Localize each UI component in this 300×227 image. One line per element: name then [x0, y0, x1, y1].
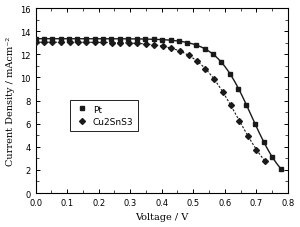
- Pt: [245, 104, 248, 107]
- Pt: [118, 38, 122, 41]
- Cu2SnS3: [195, 60, 199, 63]
- X-axis label: Voltage / V: Voltage / V: [135, 212, 188, 222]
- Cu2SnS3: [84, 42, 88, 44]
- Line: Cu2SnS3: Cu2SnS3: [34, 41, 267, 164]
- Cu2SnS3: [178, 51, 182, 53]
- Cu2SnS3: [161, 46, 164, 48]
- Pt: [237, 88, 240, 91]
- Pt: [271, 156, 274, 159]
- Cu2SnS3: [221, 91, 224, 94]
- Cu2SnS3: [144, 43, 148, 46]
- Pt: [262, 141, 266, 143]
- Pt: [186, 42, 189, 45]
- Line: Pt: Pt: [34, 37, 283, 171]
- Cu2SnS3: [110, 42, 114, 45]
- Cu2SnS3: [229, 104, 232, 107]
- Cu2SnS3: [169, 48, 173, 50]
- Cu2SnS3: [263, 160, 267, 163]
- Cu2SnS3: [237, 120, 241, 122]
- Cu2SnS3: [127, 42, 130, 45]
- Cu2SnS3: [68, 42, 71, 44]
- Pt: [160, 39, 164, 42]
- Cu2SnS3: [42, 42, 46, 44]
- Cu2SnS3: [102, 42, 105, 44]
- Pt: [110, 38, 113, 41]
- Pt: [42, 38, 45, 41]
- Pt: [59, 38, 63, 41]
- Pt: [194, 44, 198, 47]
- Pt: [169, 40, 172, 42]
- Cu2SnS3: [118, 42, 122, 45]
- Pt: [50, 38, 54, 41]
- Pt: [220, 62, 223, 64]
- Cu2SnS3: [255, 149, 258, 151]
- Pt: [211, 53, 214, 56]
- Pt: [152, 39, 155, 42]
- Cu2SnS3: [50, 42, 54, 44]
- Pt: [68, 38, 71, 41]
- Cu2SnS3: [187, 55, 190, 57]
- Pt: [93, 38, 96, 41]
- Pt: [135, 38, 139, 41]
- Cu2SnS3: [212, 78, 216, 81]
- Pt: [279, 168, 283, 170]
- Pt: [228, 73, 232, 76]
- Cu2SnS3: [76, 42, 80, 44]
- Cu2SnS3: [93, 42, 97, 44]
- Pt: [127, 38, 130, 41]
- Pt: [76, 38, 79, 41]
- Pt: [34, 38, 38, 41]
- Pt: [84, 38, 88, 41]
- Pt: [253, 123, 257, 126]
- Pt: [143, 39, 147, 41]
- Legend: Pt, Cu2SnS3: Pt, Cu2SnS3: [70, 101, 138, 131]
- Cu2SnS3: [246, 135, 250, 138]
- Cu2SnS3: [59, 42, 63, 44]
- Cu2SnS3: [34, 42, 38, 44]
- Cu2SnS3: [152, 44, 156, 47]
- Pt: [177, 41, 181, 43]
- Cu2SnS3: [203, 68, 207, 71]
- Y-axis label: Current Density / mAcm⁻²: Current Density / mAcm⁻²: [6, 37, 15, 165]
- Pt: [101, 38, 105, 41]
- Pt: [203, 48, 206, 51]
- Cu2SnS3: [136, 43, 139, 46]
